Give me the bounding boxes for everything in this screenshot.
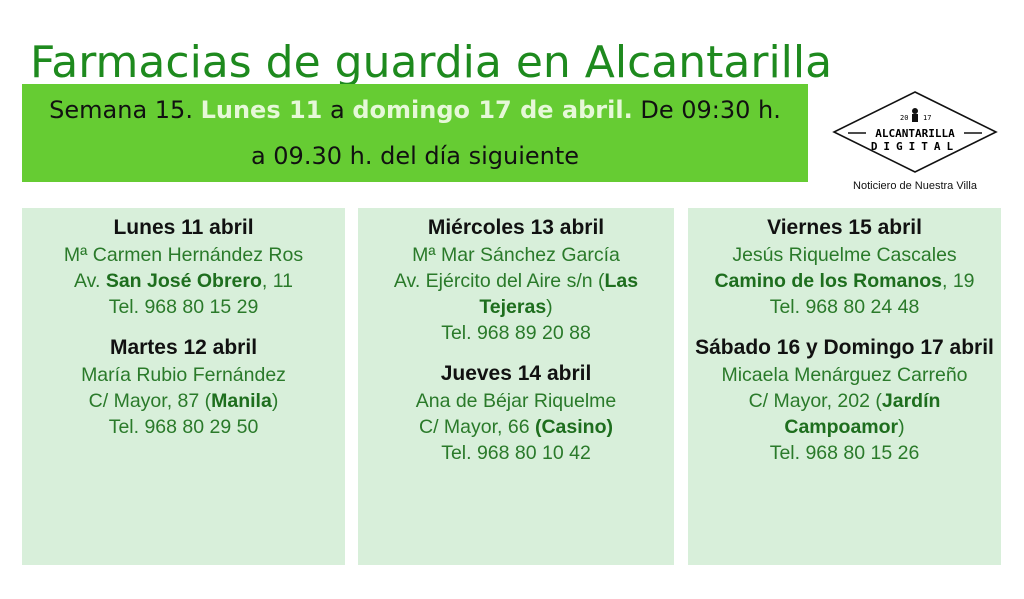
logo-name: ALCANTARILLA bbox=[875, 127, 955, 140]
pharmacy-column: Viernes 15 abril Jesús Riquelme Cascales… bbox=[688, 208, 1001, 565]
pharmacy-phone: Tel. 968 80 29 50 bbox=[108, 416, 259, 438]
pharmacy-phone: Tel. 968 80 15 29 bbox=[108, 296, 259, 318]
pharmacist-name: Ana de Béjar Riquelme bbox=[415, 390, 617, 412]
duty-day: Sábado 16 y Domingo 17 abril bbox=[695, 336, 994, 359]
pharmacy-address: Av. San José Obrero, 11 bbox=[22, 268, 345, 294]
pharmacist-name: Jesús Riquelme Cascales bbox=[732, 244, 957, 266]
address-pre: C/ Mayor, 87 ( bbox=[88, 390, 212, 412]
duty-day: Martes 12 abril bbox=[109, 336, 258, 359]
banner-suffix: De 09:30 h. a 09.30 h. del día siguiente bbox=[250, 96, 781, 170]
duty-day: Jueves 14 abril bbox=[440, 362, 592, 385]
address-pre: C/ Mayor, 202 ( bbox=[748, 390, 882, 412]
duty-day: Miércoles 13 abril bbox=[427, 216, 605, 239]
pharmacy-entry: Viernes 15 abril Jesús Riquelme Cascales… bbox=[688, 214, 1001, 320]
logo-year-left: 20 bbox=[900, 114, 908, 122]
pharmacist-name: María Rubio Fernández bbox=[81, 364, 286, 386]
pharmacist-name: Mª Carmen Hernández Ros bbox=[63, 244, 304, 266]
pharmacy-address: C/ Mayor, 87 (Manila) bbox=[22, 388, 345, 414]
logo-sub: DIGITAL bbox=[871, 140, 959, 153]
pharmacy-column: Miércoles 13 abril Mª Mar Sánchez García… bbox=[358, 208, 674, 565]
address-pre: Av. bbox=[74, 270, 106, 292]
page-title: Farmacias de guardia en Alcantarilla bbox=[30, 37, 833, 89]
duty-day: Lunes 11 abril bbox=[113, 216, 254, 239]
address-post: ) bbox=[271, 390, 279, 412]
week-banner: Semana 15. Lunes 11 a domingo 17 de abri… bbox=[22, 84, 808, 182]
pharmacy-address: C/ Mayor, 202 (Jardín Campoamor) bbox=[688, 388, 1001, 440]
pharmacy-entry: Miércoles 13 abril Mª Mar Sánchez García… bbox=[358, 214, 674, 346]
address-post: , 19 bbox=[942, 270, 975, 292]
address-post: ) bbox=[546, 296, 553, 318]
address-highlight: San José Obrero bbox=[105, 270, 262, 292]
pharmacy-address: C/ Mayor, 66 (Casino) bbox=[358, 414, 674, 440]
address-highlight: (Casino) bbox=[534, 416, 613, 438]
alcantarilla-digital-logo: 20 17 ALCANTARILLA DIGITAL bbox=[830, 84, 1000, 196]
address-highlight: Camino de los Romanos bbox=[714, 270, 942, 292]
address-highlight: Jardín Campoamor bbox=[784, 390, 941, 438]
logo-year-right: 17 bbox=[923, 114, 931, 122]
pharmacy-entry: Sábado 16 y Domingo 17 abril Micaela Men… bbox=[688, 334, 1001, 466]
address-highlight: Manila bbox=[211, 390, 272, 412]
pharmacy-address: Camino de los Romanos, 19 bbox=[688, 268, 1001, 294]
banner-from: Lunes 11 bbox=[200, 96, 323, 124]
address-highlight: Las Tejeras bbox=[479, 270, 639, 318]
duty-day: Viernes 15 abril bbox=[767, 216, 922, 239]
logo-tagline: Noticiero de Nuestra Villa bbox=[853, 180, 977, 192]
address-post: ) bbox=[898, 416, 905, 438]
pharmacist-name: Micaela Menárguez Carreño bbox=[721, 364, 968, 386]
address-pre: C/ Mayor, 66 bbox=[419, 416, 535, 438]
pharmacy-column: Lunes 11 abril Mª Carmen Hernández Ros A… bbox=[22, 208, 345, 565]
banner-prefix: Semana 15. bbox=[49, 96, 201, 124]
banner-a: a bbox=[322, 96, 353, 124]
banner-to: domingo 17 de abril. bbox=[352, 96, 633, 124]
pharmacy-phone: Tel. 968 89 20 88 bbox=[441, 322, 591, 344]
address-post: , 11 bbox=[261, 270, 293, 292]
pharmacy-phone: Tel. 968 80 15 26 bbox=[769, 442, 920, 464]
address-pre: Av. Ejército del Aire s/n ( bbox=[393, 270, 605, 292]
pharmacy-entry: Martes 12 abril María Rubio Fernández C/… bbox=[22, 334, 345, 440]
pharmacist-name: Mª Mar Sánchez García bbox=[412, 244, 620, 266]
pharmacy-address: Av. Ejército del Aire s/n (Las Tejeras) bbox=[358, 268, 674, 320]
pharmacy-entry: Jueves 14 abril Ana de Béjar Riquelme C/… bbox=[358, 360, 674, 466]
pharmacy-phone: Tel. 968 80 24 48 bbox=[769, 296, 920, 318]
pharmacy-phone: Tel. 968 80 10 42 bbox=[441, 442, 591, 464]
pharmacy-entry: Lunes 11 abril Mª Carmen Hernández Ros A… bbox=[22, 214, 345, 320]
